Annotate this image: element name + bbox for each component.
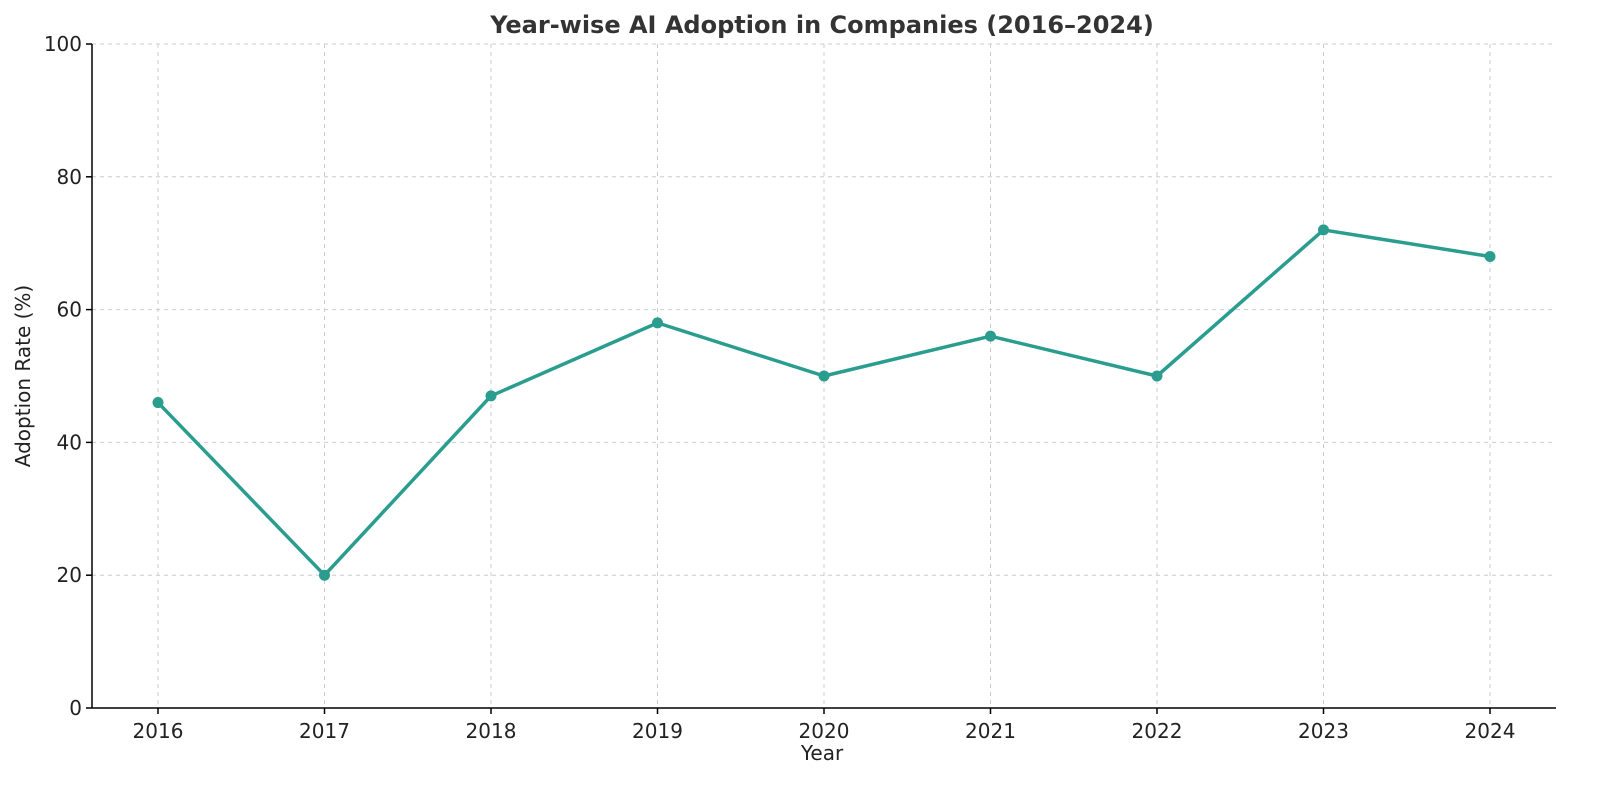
y-tick-label: 80 (57, 165, 82, 189)
grid (92, 43, 1556, 709)
data-point-2017 (319, 569, 330, 581)
data-point-2022 (1151, 370, 1163, 382)
series (152, 224, 1496, 581)
x-axis-label: Year (800, 741, 844, 765)
data-point-2018 (485, 390, 497, 402)
x-ticks: 2016 2017 2018 2019 2020 2021 2022 2023 2024 (133, 708, 1516, 743)
y-ticks: 0 20 40 60 80 100 (44, 32, 92, 720)
x-tick-label: 2023 (1298, 719, 1349, 743)
data-point-2016 (152, 397, 164, 409)
x-tick-label: 2022 (1132, 719, 1183, 743)
y-tick-label: 20 (57, 563, 82, 587)
x-tick-label: 2021 (965, 719, 1016, 743)
x-tick-label: 2018 (466, 719, 517, 743)
chart-title: Year-wise AI Adoption in Companies (2016… (489, 11, 1154, 39)
y-tick-label: 0 (69, 696, 82, 720)
x-tick-label: 2024 (1465, 719, 1516, 743)
x-tick-label: 2020 (799, 719, 850, 743)
y-tick-label: 100 (44, 32, 82, 56)
data-point-2020 (818, 370, 830, 382)
x-tick-label: 2017 (299, 719, 350, 743)
y-axis-label: Adoption Rate (%) (11, 285, 35, 467)
data-point-2021 (985, 330, 996, 342)
series-line (156, 228, 1492, 577)
data-point-2019 (652, 317, 663, 329)
y-tick-label: 60 (57, 298, 82, 322)
y-tick-label: 40 (57, 430, 82, 454)
x-tick-label: 2019 (632, 719, 683, 743)
x-tick-label: 2016 (133, 719, 184, 743)
data-point-2023 (1318, 224, 1329, 236)
data-point-2024 (1484, 250, 1496, 262)
